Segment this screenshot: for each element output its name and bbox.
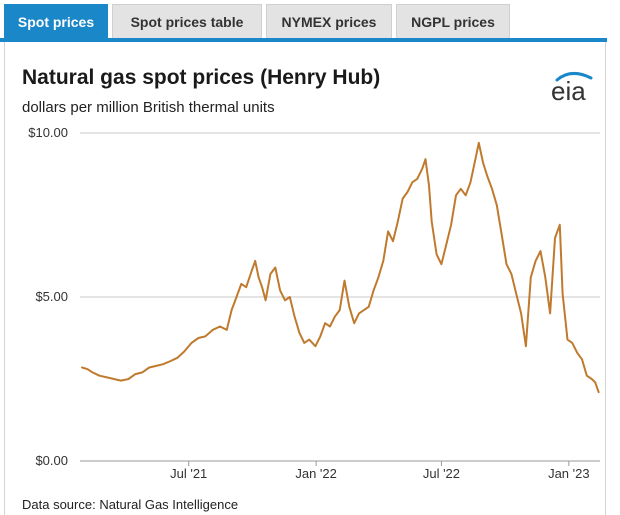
line-chart: $10.00 $5.00 $0.00 Jul '21 Jan '22 Jul '22 Jan… bbox=[28, 125, 600, 478]
axes: $10.00 $5.00 $0.00 Jul '21 Jan '22 Jul '22 Jan… bbox=[28, 125, 589, 478]
y-tick-label: $10.00 bbox=[28, 125, 68, 140]
eia-logo[interactable]: eia bbox=[551, 70, 599, 106]
eia-logo-mark bbox=[555, 72, 593, 82]
tab-nymex-prices[interactable]: NYMEX prices bbox=[266, 4, 392, 38]
tab-spot-prices[interactable]: Spot prices bbox=[4, 4, 108, 38]
series-line bbox=[81, 141, 600, 394]
tab-underline bbox=[0, 38, 607, 42]
tab-bar: Spot prices Spot prices table NYMEX pric… bbox=[0, 0, 620, 42]
x-tick-label: Jul '22 bbox=[423, 466, 460, 478]
x-tick-label: Jan '23 bbox=[548, 466, 590, 478]
gridlines bbox=[80, 132, 600, 462]
chart-title: Natural gas spot prices (Henry Hub) bbox=[22, 66, 381, 89]
x-tick-label: Jan '22 bbox=[295, 466, 337, 478]
chart-panel bbox=[4, 42, 606, 515]
y-tick-label: $0.00 bbox=[35, 453, 68, 468]
y-tick-label: $5.00 bbox=[35, 289, 68, 304]
tab-ngpl-prices[interactable]: NGPL prices bbox=[396, 4, 510, 38]
series-layer bbox=[81, 141, 600, 394]
eia-logo-text: eia bbox=[551, 76, 586, 106]
data-source-note: Data source: Natural Gas Intelligence bbox=[22, 497, 239, 512]
x-tick-label: Jul '21 bbox=[170, 466, 207, 478]
tab-spot-prices-table[interactable]: Spot prices table bbox=[112, 4, 262, 38]
chart-subtitle: dollars per million British thermal unit… bbox=[22, 99, 275, 116]
